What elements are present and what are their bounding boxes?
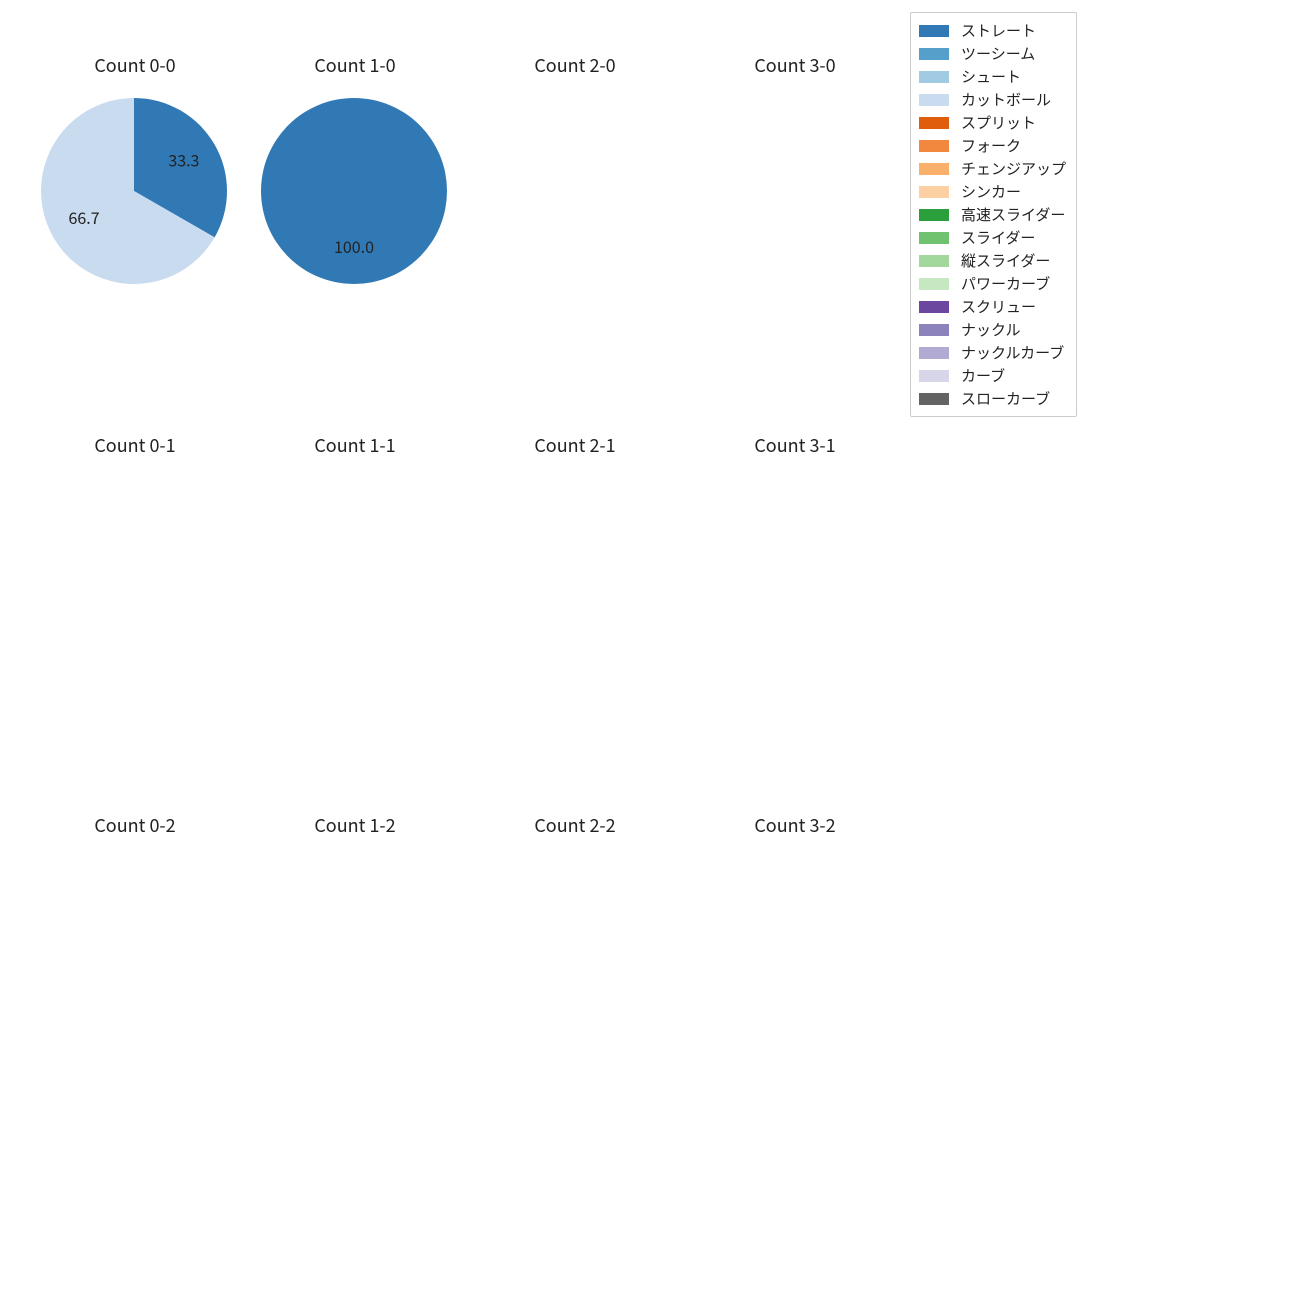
- legend-swatch: [919, 140, 949, 152]
- legend-item: スプリット: [919, 111, 1066, 134]
- panel-title: Count 2-1: [465, 432, 685, 458]
- legend-label: シュート: [961, 66, 1021, 87]
- count-2-1: Count 2-1: [465, 420, 685, 800]
- legend-swatch: [919, 301, 949, 313]
- count-3-0: Count 3-0: [685, 40, 905, 420]
- legend-item: ナックルカーブ: [919, 341, 1066, 364]
- legend-label: 高速スライダー: [961, 204, 1065, 225]
- legend-label: ナックルカーブ: [961, 342, 1064, 363]
- legend-swatch: [919, 255, 949, 267]
- count-2-0: Count 2-0: [465, 40, 685, 420]
- legend-swatch: [919, 393, 949, 405]
- pie-grid: Count 0-0 33.3 66.7 Count 1-0 100.0 Count 2-0…: [25, 40, 905, 1180]
- legend-swatch: [919, 25, 949, 37]
- panel-title: Count 3-2: [685, 812, 905, 838]
- legend-item: スローカーブ: [919, 387, 1066, 410]
- legend-item: カーブ: [919, 364, 1066, 387]
- pie-slice-label: 66.7: [69, 205, 100, 229]
- count-1-1: Count 1-1: [245, 420, 465, 800]
- panel-title: Count 2-2: [465, 812, 685, 838]
- panel-title: Count 3-1: [685, 432, 905, 458]
- legend-item: シュート: [919, 65, 1066, 88]
- count-0-2: Count 0-2: [25, 800, 245, 1180]
- count-3-2: Count 3-2: [685, 800, 905, 1180]
- pie-slice-label: 33.3: [168, 147, 199, 171]
- legend-swatch: [919, 278, 949, 290]
- legend-swatch: [919, 163, 949, 175]
- legend-label: フォーク: [961, 135, 1021, 156]
- legend-swatch: [919, 232, 949, 244]
- legend-swatch: [919, 94, 949, 106]
- panel-title: Count 0-2: [25, 812, 245, 838]
- panel-title: Count 0-0: [25, 52, 245, 78]
- legend-label: ストレート: [961, 20, 1036, 41]
- legend-swatch: [919, 209, 949, 221]
- legend-swatch: [919, 117, 949, 129]
- count-0-1: Count 0-1: [25, 420, 245, 800]
- legend-label: スプリット: [961, 112, 1036, 133]
- pie-chart: 33.3 66.7: [41, 98, 229, 286]
- pie-chart: 100.0: [261, 98, 449, 286]
- legend-swatch: [919, 324, 949, 336]
- legend-label: ツーシーム: [961, 43, 1035, 64]
- pie-slice-label: 100.0: [334, 234, 374, 258]
- legend-item: カットボール: [919, 88, 1066, 111]
- legend-item: ナックル: [919, 318, 1066, 341]
- legend-label: ナックル: [961, 319, 1021, 340]
- legend-item: スライダー: [919, 226, 1066, 249]
- legend-label: カーブ: [961, 365, 1005, 386]
- panel-title: Count 1-2: [245, 812, 465, 838]
- count-2-2: Count 2-2: [465, 800, 685, 1180]
- count-1-0: Count 1-0 100.0: [245, 40, 465, 420]
- count-1-2: Count 1-2: [245, 800, 465, 1180]
- legend-label: シンカー: [961, 181, 1021, 202]
- legend-item: ツーシーム: [919, 42, 1066, 65]
- panel-title: Count 3-0: [685, 52, 905, 78]
- legend-label: チェンジアップ: [961, 158, 1066, 179]
- legend-item: 高速スライダー: [919, 203, 1066, 226]
- legend-item: フォーク: [919, 134, 1066, 157]
- legend-label: スクリュー: [961, 296, 1036, 317]
- legend-label: スローカーブ: [961, 388, 1050, 409]
- legend-box: ストレートツーシームシュートカットボールスプリットフォークチェンジアップシンカー…: [910, 12, 1077, 417]
- chart-canvas: Count 0-0 33.3 66.7 Count 1-0 100.0 Count 2-0…: [0, 0, 1300, 1300]
- legend-swatch: [919, 71, 949, 83]
- legend-item: 縦スライダー: [919, 249, 1066, 272]
- legend-item: シンカー: [919, 180, 1066, 203]
- legend-label: カットボール: [961, 89, 1051, 110]
- panel-title: Count 2-0: [465, 52, 685, 78]
- count-0-0: Count 0-0 33.3 66.7: [25, 40, 245, 420]
- legend-label: 縦スライダー: [961, 250, 1050, 271]
- count-3-1: Count 3-1: [685, 420, 905, 800]
- legend-label: スライダー: [961, 227, 1035, 248]
- legend-swatch: [919, 370, 949, 382]
- legend-item: ストレート: [919, 19, 1066, 42]
- panel-title: Count 0-1: [25, 432, 245, 458]
- legend-swatch: [919, 48, 949, 60]
- legend-label: パワーカーブ: [961, 273, 1050, 294]
- panel-title: Count 1-0: [245, 52, 465, 78]
- panel-title: Count 1-1: [245, 432, 465, 458]
- legend-item: スクリュー: [919, 295, 1066, 318]
- legend-swatch: [919, 347, 949, 359]
- legend-item: パワーカーブ: [919, 272, 1066, 295]
- legend-swatch: [919, 186, 949, 198]
- legend-item: チェンジアップ: [919, 157, 1066, 180]
